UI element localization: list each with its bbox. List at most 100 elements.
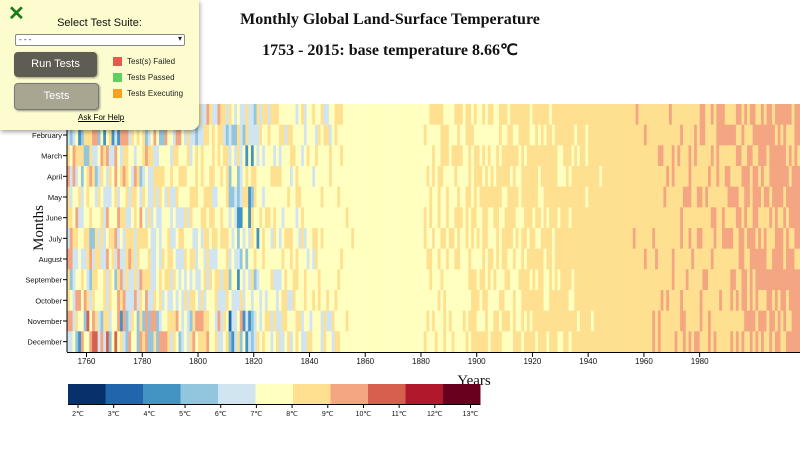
heatmap-cell [395,145,399,167]
heatmap-cell [546,248,550,270]
heatmap-cell [351,166,355,187]
heatmap-cell [100,331,104,353]
heatmap-cell [446,166,450,187]
heatmap-cell [655,166,659,187]
heatmap-cell [142,207,146,229]
heatmap-cell [610,145,614,167]
run-tests-button[interactable]: Run Tests [14,52,97,77]
test-suite-select[interactable]: - - - ▾ [15,34,185,46]
heatmap-cell [733,207,737,229]
heatmap-cell [543,248,547,270]
ask-for-help-link[interactable]: Ask For Help [78,113,125,122]
heatmap-cell [67,228,71,249]
tests-button[interactable]: Tests [14,83,99,110]
heatmap-cell [119,310,124,332]
heatmap-cell [72,166,76,187]
heatmap-cell [585,228,589,249]
heatmap-cell [111,290,115,311]
heatmap-cell [540,207,544,229]
heatmap-cell [582,310,586,332]
heatmap-cell [510,331,514,353]
heatmap-cell [507,124,511,146]
heatmap-cell [426,145,430,167]
heatmap-cell [234,186,238,208]
heatmap-cell [549,331,553,353]
heatmap-cell [94,166,98,187]
close-x-icon[interactable]: ✕ [8,3,25,25]
heatmap-cell [730,145,734,167]
heatmap-cell [69,290,73,311]
heatmap-cell [638,269,642,291]
heatmap-cell [206,248,210,270]
heatmap-cell [178,248,182,270]
heatmap-cell [504,186,508,208]
heatmap-cell [211,310,216,332]
heatmap-cell [607,124,611,146]
heatmap-cell [724,310,728,332]
heatmap-cell [264,331,268,353]
heatmap-cell [373,207,377,229]
heatmap-cell [749,166,753,187]
heatmap-cell [94,228,98,249]
heatmap-cell [359,207,363,229]
heatmap-cell [554,186,558,208]
heatmap-cell [646,145,650,167]
heatmap-cell [225,186,229,208]
heatmap-cell [351,290,355,311]
heatmap-cell [688,290,692,311]
heatmap-cell [716,186,720,208]
heatmap-cell [655,310,659,332]
heatmap-cell [340,207,344,229]
heatmap-cell [354,331,358,353]
year-label: 1960 [635,357,653,366]
heatmap-cell [446,207,450,229]
heatmap-cell [273,104,277,125]
heatmap-cell [446,124,450,146]
heatmap-cell [468,248,472,270]
heatmap-cell [345,104,349,125]
heatmap-cell [128,228,132,249]
heatmap-cell [345,166,349,187]
heatmap-cell [242,186,246,208]
heatmap-cell [197,207,202,229]
heatmap-cell [89,145,93,167]
heatmap-cell [783,207,787,229]
heatmap-cell [735,310,739,332]
heatmap-cell [131,166,135,187]
heatmap-cell [337,248,341,270]
heatmap-cell [457,124,461,146]
heatmap-cell [264,104,268,125]
heatmap-cell [373,145,377,167]
heatmap-cell [557,104,561,125]
heatmap-cell [526,269,530,291]
heatmap-cell [635,186,639,208]
heatmap-cell [370,269,374,291]
heatmap-cell [381,166,386,187]
heatmap-cell [390,228,394,249]
heatmap-cell [225,331,229,353]
heatmap-cell [666,269,670,291]
heatmap-cell [588,228,592,249]
heatmap-cell [312,145,316,167]
heatmap-cell [80,207,85,229]
heatmap-cell [638,290,642,311]
heatmap-cell [557,207,561,229]
heatmap-cell [387,290,391,311]
heatmap-cell [755,290,759,311]
heatmap-cell [337,145,341,167]
heatmap-cell [694,186,698,208]
heatmap-cell [602,331,606,353]
heatmap-cell [713,331,717,353]
heatmap-cell [92,269,96,291]
heatmap-cell [125,166,129,187]
heatmap-cell [660,145,664,167]
heatmap-cell [557,228,561,249]
heatmap-cell [420,207,425,229]
heatmap-cell [747,228,751,249]
heatmap-cell [345,290,349,311]
legend-label: 7℃ [251,411,263,418]
heatmap-cell [195,290,199,311]
heatmap-cell [669,186,673,208]
heatmap-cell [515,310,519,332]
heatmap-cell [172,124,176,146]
